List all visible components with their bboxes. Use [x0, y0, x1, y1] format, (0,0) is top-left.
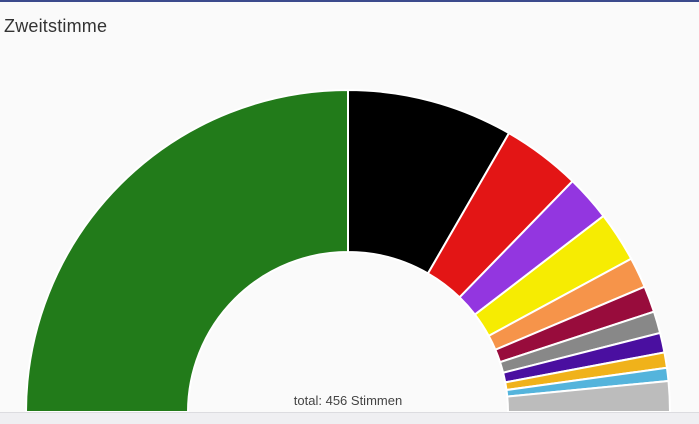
pie-slice-1[interactable]	[24, 88, 349, 413]
chart-title: Zweitstimme	[4, 16, 108, 36]
total-votes-label: total: 456 Stimmen	[293, 393, 403, 408]
bottom-strip	[0, 412, 699, 424]
